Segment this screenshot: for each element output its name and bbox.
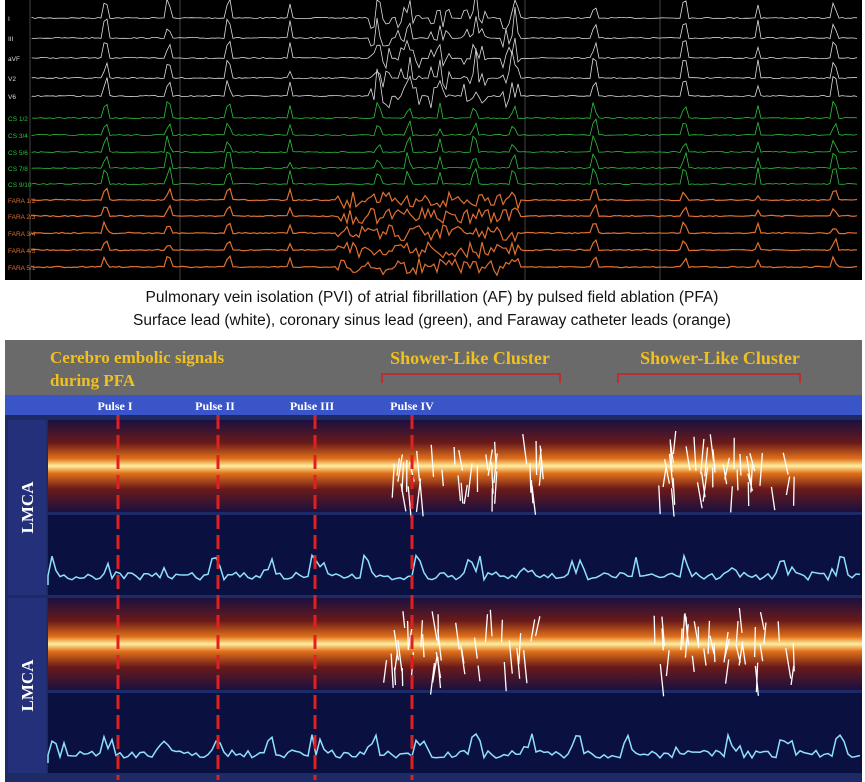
embolic-signal: [502, 620, 503, 642]
lead-label: V2: [8, 76, 16, 83]
channel-label: LMCA: [18, 481, 37, 534]
lead-label: FARA 5/1: [8, 265, 36, 272]
embolic-signal: [536, 441, 537, 475]
lead-label: CS 3/4: [8, 133, 28, 140]
pulse-label: Pulse III: [290, 399, 335, 413]
lead-label: V6: [8, 94, 16, 101]
caption: Pulmonary vein isolation (PVI) of atrial…: [146, 289, 719, 306]
embolic-signal: [654, 616, 655, 644]
lead-label: CS 9/10: [8, 182, 32, 189]
lead-label: I: [8, 16, 10, 23]
channel-label: LMCA: [18, 659, 37, 712]
embolic-signal: [454, 447, 455, 465]
embolic-signal: [794, 477, 795, 506]
embolic-signal: [755, 627, 756, 657]
lead-label: CS 7/8: [8, 166, 28, 173]
embolic-signal: [408, 621, 409, 650]
cluster-label: Shower-Like Cluster: [390, 348, 550, 368]
lead-label: FARA 3/4: [8, 231, 36, 238]
figure: IIIIaVFV2V6CS 1/2CS 3/4CS 5/6CS 7/8CS 9/…: [0, 0, 865, 782]
doppler: [48, 693, 862, 773]
annotation: Cerebro embolic signals: [50, 348, 224, 367]
pulse-label: Pulse II: [195, 399, 235, 413]
embolic-signal: [737, 470, 738, 491]
annotation: during PFA: [50, 371, 136, 390]
pulse-label: Pulse I: [97, 399, 132, 413]
caption: Surface lead (white), coronary sinus lea…: [133, 312, 731, 329]
ecg-panel: [5, 0, 862, 280]
lead-label: CS 5/6: [8, 150, 28, 157]
page: IIIIaVFV2V6CS 1/2CS 3/4CS 5/6CS 7/8CS 9/…: [0, 0, 865, 782]
lead-label: FARA 1/2: [8, 198, 36, 205]
lead-label: III: [8, 36, 14, 43]
lead-label: CS 1/2: [8, 116, 28, 123]
pulse-label: Pulse IV: [390, 399, 434, 413]
lead-label: aVF: [8, 56, 20, 63]
doppler: [48, 515, 862, 595]
cluster-label: Shower-Like Cluster: [640, 348, 800, 368]
